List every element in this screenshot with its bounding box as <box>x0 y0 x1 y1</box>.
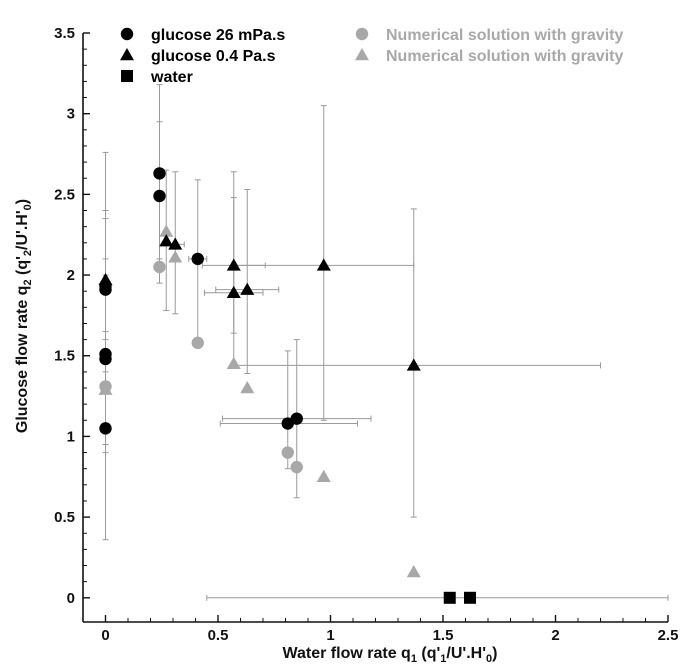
y-tick-label: 3.5 <box>54 25 75 42</box>
y-axis-title: Glucose flow rate q2 (q'2/U'.H'0) <box>14 199 34 433</box>
x-tick-label: 0.5 <box>208 627 229 644</box>
data-point-circle <box>153 260 166 274</box>
data-point-square <box>443 591 456 604</box>
legend-label: glucose 0.4 Pa.s <box>151 48 276 65</box>
y-tick-label: 2 <box>67 267 75 284</box>
y-tick-label: 1 <box>67 428 75 445</box>
x-axis-title: Water flow rate q1 (q'1/U'.H'0) <box>283 645 498 665</box>
legend-label: water <box>150 69 193 86</box>
data-point-triangle <box>316 469 331 483</box>
data-point-triangle <box>406 358 421 371</box>
data-point-triangle <box>168 250 183 263</box>
data-point-circle <box>99 422 112 435</box>
legend-label: Numerical solution with gravity <box>386 27 623 44</box>
data-point-triangle <box>316 258 331 271</box>
legend-label: Numerical solution with gravity <box>386 48 623 65</box>
data-point-triangle <box>226 258 241 271</box>
y-tick-label: 0 <box>67 590 75 607</box>
ticks: 0 0.5 1 1.5 2 2.5 0 0.5 1 1.5 2 2.5 3 3.5 <box>54 25 678 644</box>
axes <box>82 33 668 623</box>
data-point-triangle <box>406 564 421 578</box>
y-tick-label: 2.5 <box>54 186 75 203</box>
data-point-triangle <box>159 224 174 237</box>
data-point-triangle <box>240 381 255 394</box>
data-point-triangle <box>240 282 255 295</box>
data-point-circle <box>153 167 166 180</box>
y-tick-label: 0.5 <box>54 509 75 526</box>
legend-marker <box>355 48 369 61</box>
x-tick-label: 2.5 <box>658 627 679 644</box>
y-tick-label: 3 <box>67 106 75 123</box>
y-tick-label: 1.5 <box>54 348 75 365</box>
x-tick-label: 2 <box>551 627 559 644</box>
legend-marker <box>120 48 134 61</box>
legend-marker <box>355 27 369 41</box>
data-point-triangle <box>168 237 183 250</box>
x-tick-label: 1 <box>326 627 334 644</box>
data-point-circle <box>153 189 166 203</box>
legend-marker <box>120 27 134 41</box>
data-point-square <box>464 591 476 604</box>
legend-marker <box>121 70 133 82</box>
data-point-triangle <box>226 356 241 370</box>
data-point-circle <box>191 336 204 350</box>
error-bars <box>102 84 669 601</box>
data-point-circle <box>281 446 294 459</box>
data-point-circle <box>99 347 112 361</box>
legend-label: glucose 26 mPa.s <box>151 27 285 44</box>
x-tick-label: 1.5 <box>433 627 454 644</box>
data-point-circle <box>290 460 303 474</box>
data-point-circle <box>191 252 204 266</box>
data-point-triangle <box>226 285 241 299</box>
data-point-triangle <box>98 272 113 286</box>
legend: glucose 26 mPa.s glucose 0.4 Pa.s water Num… <box>120 27 623 86</box>
data-markers <box>98 167 476 604</box>
x-tick-label: 0 <box>101 627 109 644</box>
data-point-triangle <box>159 234 174 247</box>
data-point-triangle <box>98 382 113 395</box>
data-point-circle <box>290 412 303 425</box>
